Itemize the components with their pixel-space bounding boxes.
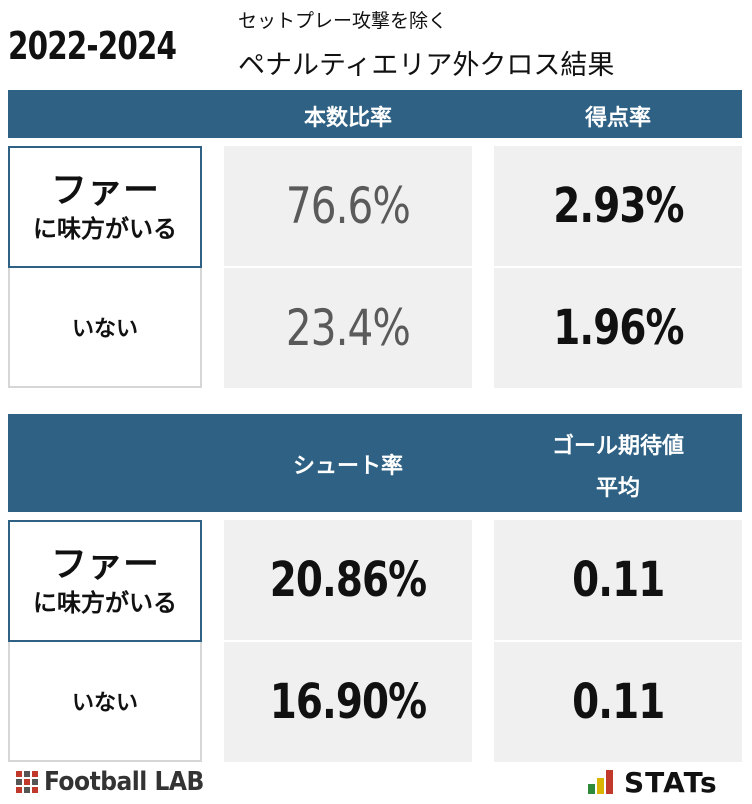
row-label-absent: いない xyxy=(71,317,138,342)
table1-row2-label: いない xyxy=(8,268,202,388)
stats-text: STATs xyxy=(624,765,718,799)
xg-avg-value: 0.11 xyxy=(571,552,665,608)
table1-cell-goal-r2: 1.96% xyxy=(494,268,742,388)
table2-col-shot-rate: シュート率 xyxy=(292,454,403,479)
table1-cell-ratio-r2: 23.4% xyxy=(224,268,472,388)
table1-col-goal-rate: 得点率 xyxy=(584,106,651,131)
table2-header: シュート率 ゴール期待値 平均 xyxy=(8,414,742,512)
page-title: ペナルティエリア外クロス結果 xyxy=(238,50,615,81)
table1-col-ratio: 本数比率 xyxy=(303,106,392,131)
football-lab-logo: Football LAB xyxy=(16,764,204,800)
stats-bars-icon xyxy=(588,770,613,794)
shot-rate-value: 20.86% xyxy=(269,552,427,608)
table2-cell-xg-r2: 0.11 xyxy=(494,642,742,762)
table1-header: 本数比率 得点率 xyxy=(8,90,742,138)
table2-col-xg-line1: ゴール期待値 xyxy=(551,434,684,459)
table1-cell-ratio-r1: 76.6% xyxy=(224,146,472,266)
xg-avg-value: 0.11 xyxy=(571,674,665,730)
ratio-value: 76.6% xyxy=(285,177,411,235)
table1-cell-goal-r1: 2.93% xyxy=(494,146,742,266)
row-label-absent: いない xyxy=(71,691,138,716)
table2-row2-label: いない xyxy=(8,642,202,762)
goal-rate-value: 2.93% xyxy=(552,178,684,234)
shot-rate-value: 16.90% xyxy=(269,674,427,730)
football-lab-text: Football LAB xyxy=(44,767,204,797)
table2-col-xg-line2: 平均 xyxy=(595,476,640,501)
row-label-teammate: に味方がいる xyxy=(33,589,177,617)
football-lab-grid-icon xyxy=(16,771,38,793)
table2-cell-shot-r1: 20.86% xyxy=(224,520,472,640)
table1-row1-label: ファー に味方がいる xyxy=(8,146,202,268)
stats-logo: STATs xyxy=(588,764,718,800)
row-label-far: ファー xyxy=(50,170,159,211)
goal-rate-value: 1.96% xyxy=(552,300,684,356)
table2-cell-xg-r1: 0.11 xyxy=(494,520,742,640)
row-label-far: ファー xyxy=(50,544,159,585)
subtitle: セットプレー攻撃を除く xyxy=(238,10,448,32)
table2-cell-shot-r2: 16.90% xyxy=(224,642,472,762)
table2-row1-label: ファー に味方がいる xyxy=(8,520,202,642)
row-label-teammate: に味方がいる xyxy=(33,215,177,243)
ratio-value: 23.4% xyxy=(285,299,411,357)
season-label: 2022-2024 xyxy=(8,24,177,68)
